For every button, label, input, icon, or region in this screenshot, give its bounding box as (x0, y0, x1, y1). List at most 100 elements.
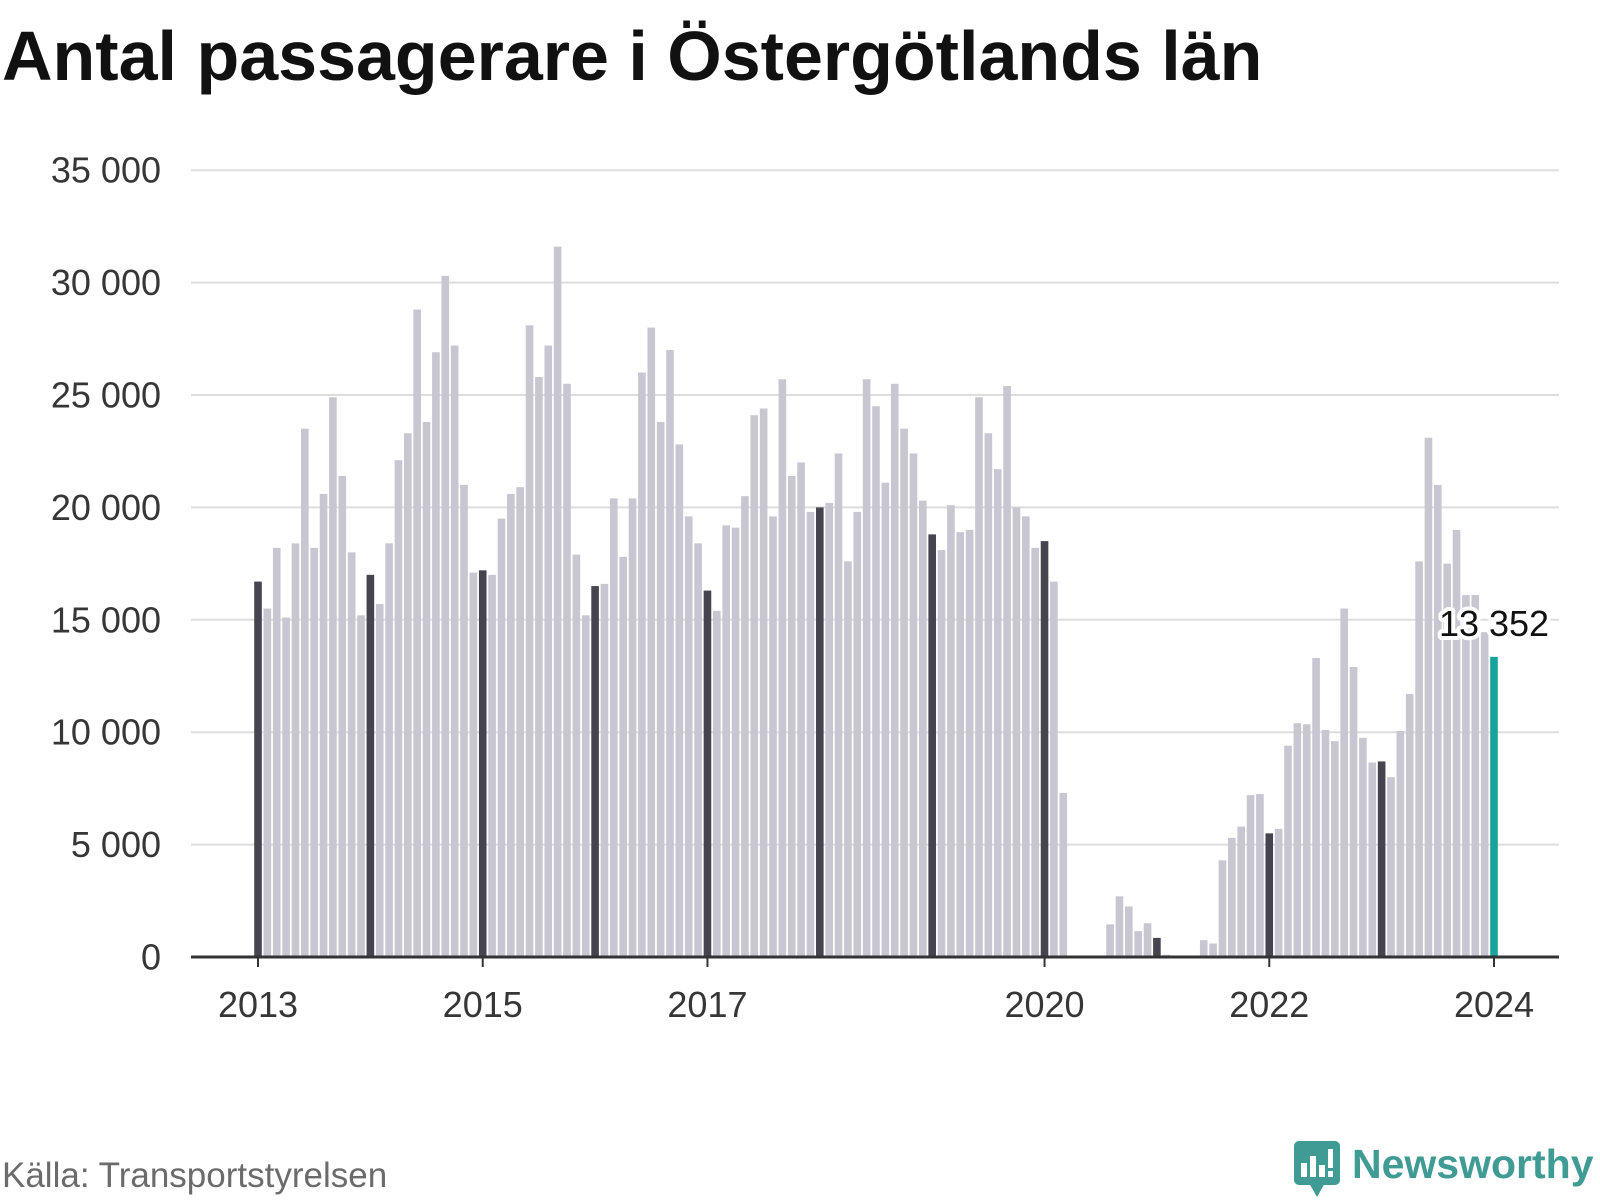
bar (572, 554, 581, 957)
bar (1218, 860, 1227, 957)
y-tick-label: 25 000 (51, 375, 161, 416)
bar (628, 498, 637, 957)
bar (310, 547, 318, 957)
bar (638, 372, 646, 957)
bar (1115, 896, 1124, 957)
x-axis-labels: 2013 2015 2017 2020 2022 2024 (218, 957, 1534, 1025)
bar (394, 460, 403, 957)
january-bar (254, 581, 262, 957)
bar (647, 327, 656, 957)
bar (291, 543, 300, 957)
bar (1471, 595, 1480, 957)
bar (1228, 837, 1236, 957)
bar (844, 561, 852, 957)
bar (1349, 667, 1358, 957)
bar (1125, 906, 1133, 957)
bar (1003, 386, 1011, 957)
x-tick-label: 2015 (443, 984, 523, 1025)
january-bar (366, 574, 375, 957)
bar (469, 572, 478, 957)
bar (975, 397, 983, 957)
bar (1284, 745, 1292, 957)
x-tick-label: 2022 (1229, 984, 1309, 1025)
bar-chart-speech-bubble-icon (1294, 1141, 1340, 1197)
icon-bubble-tail (1309, 1183, 1325, 1197)
latest-bar (1490, 656, 1498, 957)
bar (722, 525, 730, 957)
january-bar (1265, 833, 1274, 957)
january-bar (1377, 761, 1386, 957)
bar (1256, 794, 1264, 957)
icon-exclamation-stem (1328, 1149, 1333, 1168)
bar (535, 377, 543, 957)
bar (1359, 737, 1367, 957)
bar (563, 383, 571, 957)
bar (432, 352, 440, 958)
bar (1022, 516, 1030, 957)
bar (947, 505, 955, 957)
bar (825, 502, 833, 957)
bar (956, 532, 965, 957)
bar (301, 428, 309, 958)
bar (525, 325, 534, 957)
bar (1368, 762, 1377, 957)
y-tick-label: 15 000 (51, 599, 161, 640)
bar (741, 496, 749, 957)
bar (834, 453, 843, 957)
january-bar (1040, 541, 1049, 957)
january-bar (591, 586, 599, 957)
bar (862, 379, 871, 957)
bar (984, 433, 993, 957)
bar (1143, 923, 1152, 957)
y-tick-label: 20 000 (51, 487, 161, 528)
y-axis-labels: 0 5 000 10 000 15 000 20 000 25 000 30 000 35 0… (51, 150, 161, 978)
bar (1059, 792, 1068, 957)
bar (1452, 529, 1461, 957)
bar (1331, 741, 1339, 957)
bar (675, 444, 684, 957)
bar (1050, 581, 1058, 957)
bar (1462, 595, 1470, 957)
bar (507, 493, 515, 957)
icon-bar (1301, 1163, 1307, 1177)
bar (375, 604, 384, 957)
bar (516, 487, 524, 957)
bar (1134, 931, 1142, 957)
bar (329, 397, 337, 957)
bar (319, 493, 328, 957)
bar (263, 608, 272, 957)
bar (385, 543, 393, 957)
bar (404, 433, 412, 957)
y-tick-label: 5 000 (71, 824, 161, 865)
bar (450, 345, 459, 957)
bar (797, 462, 805, 957)
bar (1246, 795, 1255, 957)
bar (769, 516, 777, 957)
bar (282, 617, 290, 957)
bar (759, 408, 768, 957)
bar (881, 482, 890, 957)
icon-bubble (1294, 1141, 1340, 1185)
brand-name: Newsworthy (1352, 1141, 1594, 1187)
icon-bar (1319, 1165, 1325, 1177)
bar (1480, 632, 1489, 957)
bar (600, 583, 609, 957)
bar (965, 529, 974, 957)
bar (872, 406, 880, 957)
y-tick-label: 0 (141, 937, 161, 978)
bar (890, 383, 899, 957)
bar (1424, 437, 1433, 957)
bar (713, 610, 721, 957)
bar (610, 498, 618, 957)
newsworthy-logo: Newsworthy (1294, 1141, 1594, 1197)
chart-title: Antal passagerare i Östergötlands län (2, 17, 1262, 95)
bar (1209, 943, 1217, 957)
bar (1415, 561, 1423, 957)
bar (422, 421, 431, 957)
bar (357, 615, 365, 957)
bar (656, 421, 665, 957)
bar (853, 511, 862, 957)
bar (544, 345, 553, 957)
bar (900, 428, 908, 958)
